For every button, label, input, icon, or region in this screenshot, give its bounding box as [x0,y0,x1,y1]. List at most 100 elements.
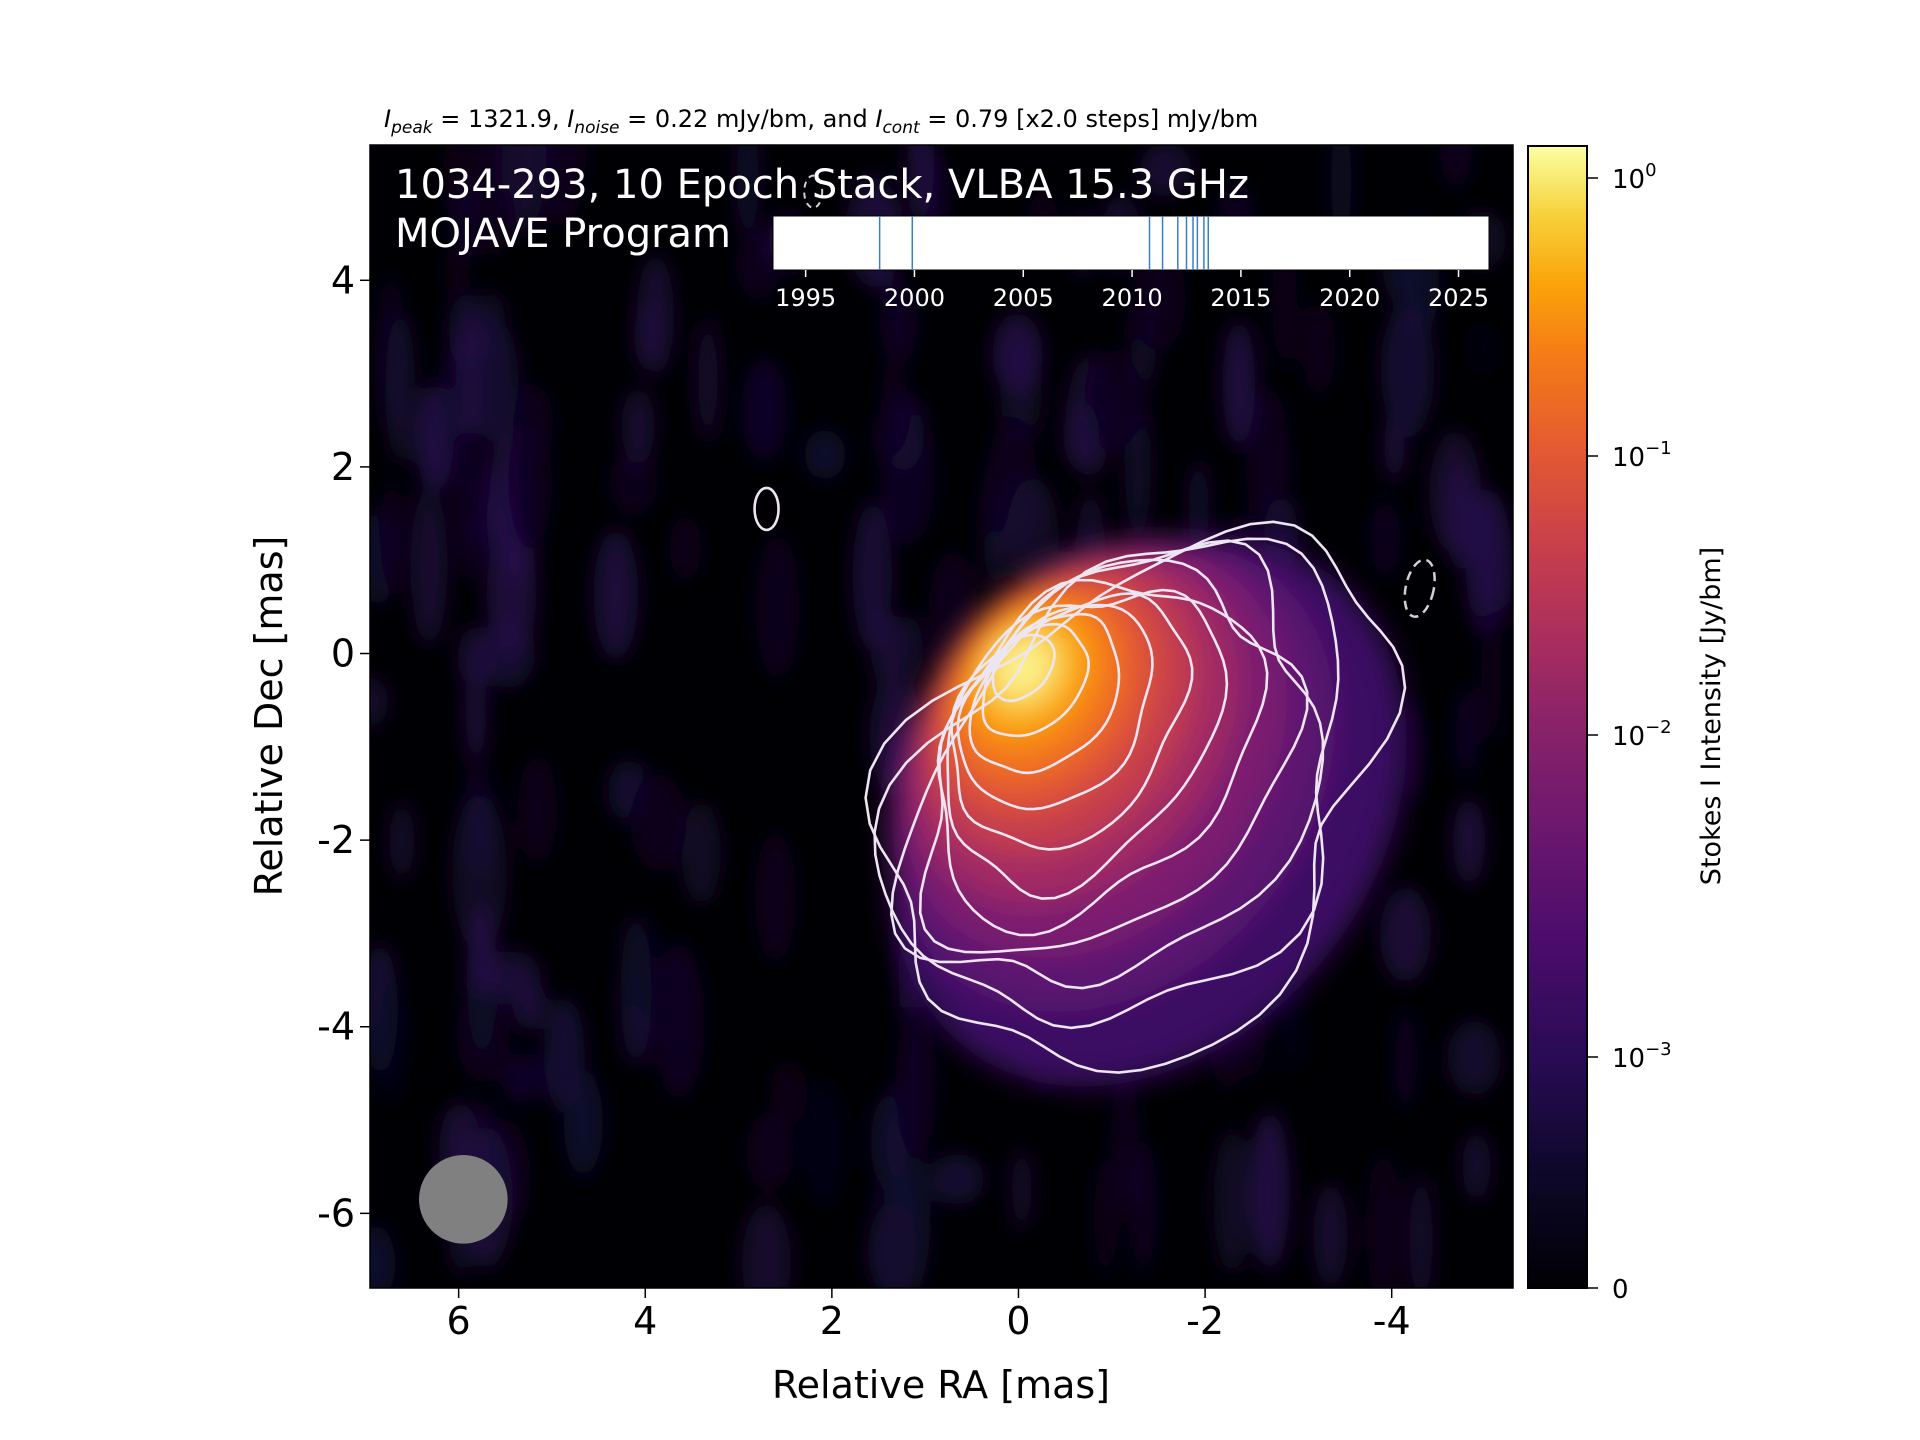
noise-blob [513,978,546,1031]
colorbar: 100 10−1 10−2 10−3 0 Stokes I Intensity [Jy/… [1527,145,1727,1305]
noise-blob [746,1111,794,1191]
noise-blob [1429,430,1481,554]
noise-blob [456,988,510,1083]
colorbar-tick-label: 10−1 [1612,438,1672,473]
timeline-tick-label: 2000 [884,284,945,312]
noise-blob [1370,500,1400,578]
x-tick-label: 6 [447,1299,471,1343]
noise-blob [630,773,687,871]
peak-value: 1321.9 [468,105,552,133]
noise-blob [636,254,675,377]
noise-blob [609,450,658,516]
noise-blob [804,429,846,480]
y-axis-label: Relative Dec [mas] [247,536,291,897]
noise-blob [1188,458,1210,564]
noise-blob [1011,1147,1032,1232]
noise-blob [1394,1009,1418,1111]
x-tick-label: 4 [633,1299,657,1343]
noise-blob [653,943,705,1100]
contour-line [936,578,1269,937]
image-panel: 1034-293, 10 Epoch Stack, VLBA 15.3 GHz … [370,145,1513,1288]
noise-blob [389,801,415,881]
intensity-summary: Ipeak = 1321.9, Inoise = 0.22 mJy/bm, an… [384,105,1258,138]
y-tick-label: 0 [331,632,355,676]
noise-blob [622,923,666,1018]
timeline-tick-label: 1995 [775,284,836,312]
y-tick-label: -2 [317,818,355,862]
negative-contour-small [803,174,824,209]
noise-blob [1481,601,1502,746]
noise-blob [1313,1182,1348,1288]
plot-title: 1034-293, 10 Epoch Stack, VLBA 15.3 GHz [395,162,1249,208]
contours [753,486,1407,1074]
noise-blob [741,357,788,462]
noise-blob [410,487,448,647]
y-tick-label: 2 [331,445,355,489]
y-tick-label: -6 [317,1191,355,1235]
y-axis: 4 2 0 -2 -4 -6 [317,258,370,1235]
x-tick-label: 2 [820,1299,844,1343]
image-frame [369,144,1514,1289]
colorbar-tick-label: 10−2 [1612,717,1672,752]
noise-blob [535,145,587,229]
noise-blob [1379,886,1432,983]
noise-blob [1222,319,1256,448]
colorbar-tick-label: 10−3 [1612,1039,1672,1074]
contour-line [873,537,1340,1030]
noise-blob [1250,1111,1290,1271]
noise-blob [514,383,554,463]
x-tick-label: -2 [1186,1299,1224,1343]
noise-blob [1246,388,1291,540]
colorbar-tick-label: 0 [1612,1275,1629,1305]
contour-isolated [753,486,780,532]
noise-blob [852,501,893,651]
timeline-epochs [878,216,1210,270]
noise-blob [1134,244,1186,351]
noise-blob [908,145,935,227]
contour-line [956,603,1154,811]
noise-blob [465,654,487,767]
noise-blob [992,313,1043,396]
noise-blob [438,345,465,452]
noise-blob [895,1005,937,1159]
noise-blob [379,479,405,588]
noise-blob [800,1080,847,1209]
contour-value: 0.79 [x2.0 steps] mJy/bm [955,105,1258,133]
timeline-tick-label: 2005 [993,284,1054,312]
noise-blob [1462,1131,1491,1201]
timeline-tick-label: 2010 [1102,284,1163,312]
colorbar-ticks: 100 10−1 10−2 10−3 0 [1587,160,1672,1305]
plot-subtitle: MOJAVE Program [395,211,731,257]
contour-line [991,633,1056,703]
timeline-tick-label: 2020 [1319,284,1380,312]
x-tick-label: 0 [1006,1299,1030,1343]
noise-blob [470,318,519,442]
y-tick-label: -4 [317,1005,355,1049]
noise-blob [880,281,918,366]
noise-blob [385,310,416,466]
timeline-ticks: 1995 2000 2005 2010 2015 2020 2025 [775,270,1489,312]
noise-blob [1110,1068,1139,1210]
colorbar-label: Stokes I Intensity [Jy/bm] [1696,547,1727,885]
contour-line [946,588,1229,900]
colorbar-ramp [1527,145,1588,1289]
noise-blob [621,387,655,466]
noise-blob [736,145,759,243]
noise-blob [500,1053,545,1104]
noise-blob [769,1061,808,1127]
epoch-timeline: 1995 2000 2005 2010 2015 2020 2025 [772,215,1490,312]
noise-blob [593,529,639,661]
noise-blob [1456,686,1478,780]
x-tick-label: -4 [1373,1299,1411,1343]
x-axis: 6 4 2 0 -2 -4 [447,1288,1411,1343]
noise-blob [1409,1173,1433,1288]
noise-blob [1302,300,1336,397]
noise-blob [371,980,407,1108]
noise-blob [929,1153,985,1205]
noise-blob [755,533,800,680]
noise-blob [370,676,389,728]
noise-blob [460,515,484,581]
timeline-tick-label: 2015 [1210,284,1271,312]
noise-blob [681,801,722,905]
